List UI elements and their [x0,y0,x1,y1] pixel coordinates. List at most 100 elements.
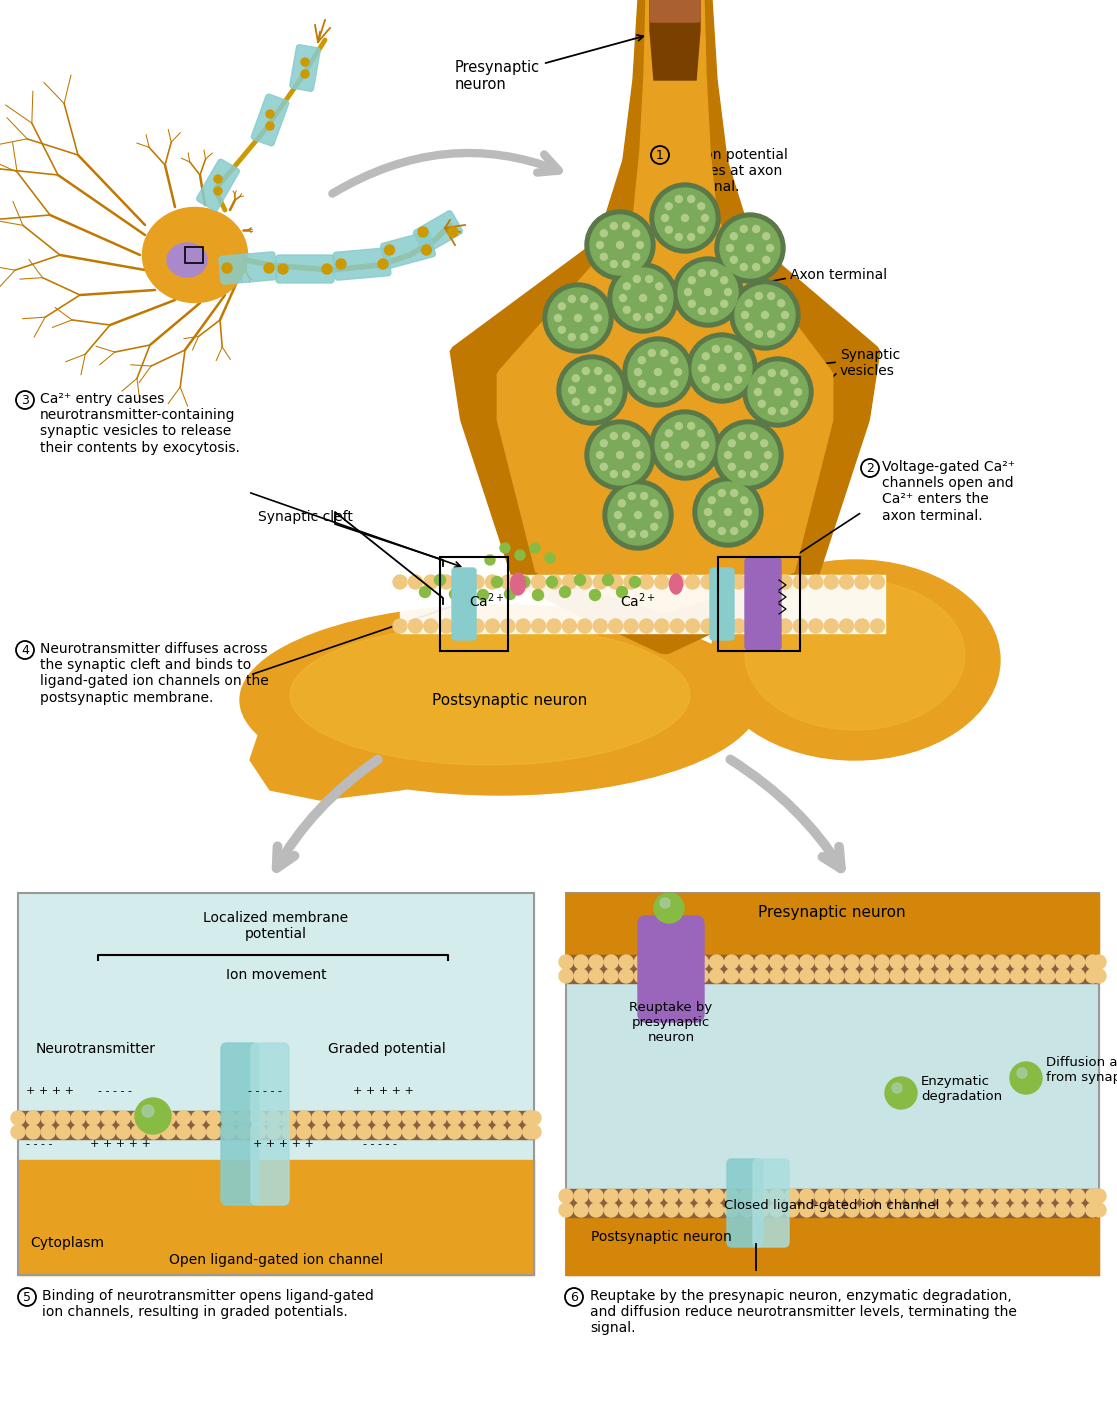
Circle shape [755,331,762,338]
Circle shape [237,1111,250,1125]
Circle shape [102,1125,115,1139]
Ellipse shape [240,605,760,796]
Circle shape [640,294,647,301]
Circle shape [840,574,853,589]
Circle shape [920,1202,934,1217]
Circle shape [418,1125,431,1139]
Circle shape [725,383,732,390]
Circle shape [965,1188,980,1202]
Circle shape [710,307,718,314]
Circle shape [755,1188,768,1202]
Circle shape [695,955,708,969]
Circle shape [1056,955,1070,969]
Circle shape [649,955,663,969]
Circle shape [761,463,767,470]
Circle shape [86,1125,101,1139]
Circle shape [507,1111,522,1125]
Circle shape [660,387,668,394]
Circle shape [965,955,980,969]
Circle shape [676,460,682,467]
Circle shape [738,365,745,372]
Circle shape [860,1188,873,1202]
Circle shape [770,1202,784,1217]
Circle shape [731,232,737,239]
Circle shape [500,620,515,634]
Polygon shape [250,670,580,800]
Circle shape [650,410,720,480]
Circle shape [830,969,844,983]
Circle shape [731,256,737,263]
Circle shape [785,955,799,969]
Circle shape [251,1125,266,1139]
Circle shape [1041,969,1054,983]
Circle shape [633,314,640,321]
Circle shape [86,1111,101,1125]
FancyBboxPatch shape [333,248,391,280]
Circle shape [763,620,776,634]
Circle shape [590,590,601,600]
Circle shape [844,1188,859,1202]
Circle shape [558,1188,573,1202]
Circle shape [1041,1188,1054,1202]
Circle shape [500,543,510,553]
Circle shape [574,1188,588,1202]
Circle shape [951,1188,964,1202]
Circle shape [741,497,747,504]
Circle shape [608,263,678,334]
Circle shape [763,256,770,263]
Circle shape [764,452,772,459]
Circle shape [639,574,653,589]
Text: Ca$^{2+}$: Ca$^{2+}$ [620,591,656,610]
Circle shape [785,1202,799,1217]
Circle shape [725,969,738,983]
Circle shape [604,955,618,969]
Circle shape [935,955,949,969]
Circle shape [26,1125,40,1139]
Circle shape [718,425,779,484]
Circle shape [870,574,885,589]
Ellipse shape [290,625,690,765]
Circle shape [679,1188,694,1202]
Circle shape [770,1188,784,1202]
Circle shape [146,1125,161,1139]
Ellipse shape [669,574,682,594]
Circle shape [432,1125,447,1139]
Text: Open ligand-gated ion channel: Open ligand-gated ion channel [169,1253,383,1267]
Circle shape [462,576,474,587]
Text: Closed ligand-gated ion channel: Closed ligand-gated ion channel [724,1198,939,1211]
Circle shape [753,225,760,232]
Circle shape [763,232,770,239]
Circle shape [753,263,760,270]
Circle shape [875,1202,889,1217]
Circle shape [665,969,678,983]
Circle shape [1056,1188,1070,1202]
Circle shape [623,337,693,407]
Circle shape [905,1188,919,1202]
Circle shape [609,620,622,634]
Circle shape [709,955,724,969]
Circle shape [591,303,598,310]
Circle shape [585,420,655,490]
Circle shape [619,1202,633,1217]
Bar [566,893,1099,1276]
Text: Postsynaptic neuron: Postsynaptic neuron [591,1231,732,1245]
Circle shape [1010,1062,1042,1094]
Circle shape [634,369,641,376]
Circle shape [720,300,727,307]
Text: Presynaptic neuron: Presynaptic neuron [758,905,906,919]
Circle shape [593,574,608,589]
Circle shape [670,380,678,387]
Bar [566,1217,1099,1276]
Circle shape [751,470,757,477]
Circle shape [678,262,738,322]
Circle shape [581,296,588,303]
Circle shape [665,955,678,969]
Circle shape [515,551,525,560]
Circle shape [589,1188,603,1202]
Circle shape [793,620,808,634]
Circle shape [710,269,718,276]
Bar [566,955,1099,983]
Circle shape [681,442,688,449]
Circle shape [532,574,545,589]
Circle shape [731,280,800,351]
